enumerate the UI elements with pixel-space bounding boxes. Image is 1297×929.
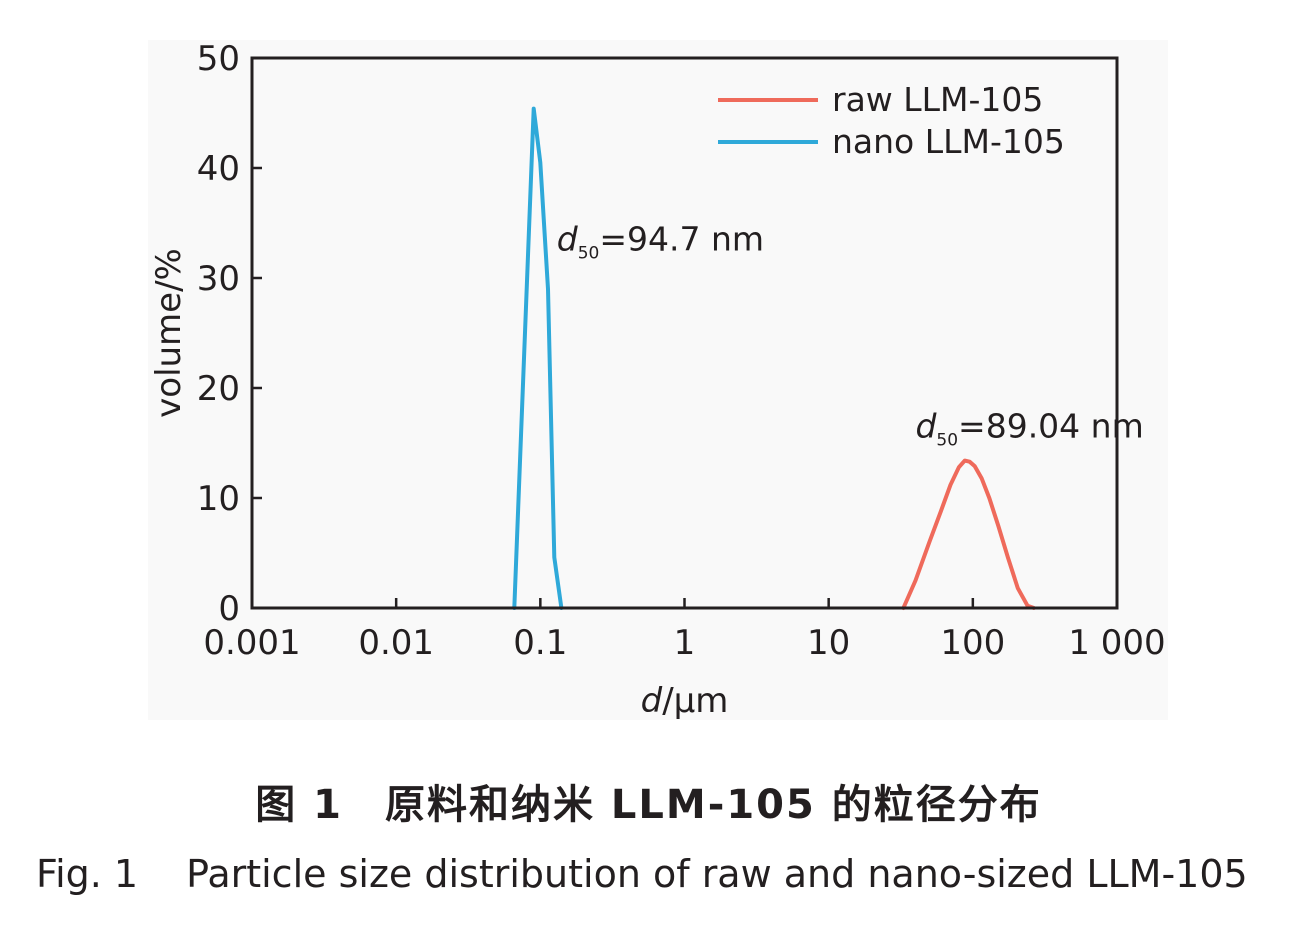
caption-english: Fig. 1 Particle size distribution of raw …	[36, 852, 1248, 896]
x-axis-title-variable: d	[641, 681, 663, 721]
y-axis-title: volume/%	[149, 248, 189, 418]
caption-figure-label: Fig. 1	[36, 852, 139, 896]
x-tick-label: 0.1	[513, 623, 567, 663]
d50-value: =94.7 nm	[599, 220, 764, 259]
particle-size-chart: 0 10 20 30 40 50 0.001 0.01 0.1 1 10 100 1 000 d/μm vo…	[149, 39, 1166, 721]
x-tick-label: 1 000	[1068, 623, 1165, 663]
y-tick-label: 20	[197, 369, 240, 409]
x-axis-title: d/μm	[641, 681, 729, 721]
x-tick-label: 0.01	[358, 623, 434, 663]
d50-variable: d	[557, 220, 579, 259]
d50-variable: d	[915, 407, 937, 446]
d50-value: =89.04 nm	[958, 407, 1144, 446]
d50-subscript: 50	[578, 244, 600, 264]
legend-label-raw: raw LLM-105	[832, 80, 1043, 119]
caption-chinese: 图 1 原料和纳米 LLM-105 的粒径分布	[255, 782, 1042, 828]
y-tick-label: 40	[197, 149, 240, 189]
y-tick-label: 10	[197, 479, 240, 519]
x-axis-title-unit: /μm	[662, 681, 728, 721]
legend-label-nano: nano LLM-105	[832, 122, 1065, 161]
series-line-raw	[901, 458, 1036, 610]
y-tick-label: 0	[218, 589, 240, 629]
y-tick-label: 30	[197, 259, 240, 299]
d50-annotation-raw: d50=89.04 nm	[915, 407, 1143, 451]
x-tick-label: 1	[674, 623, 696, 663]
caption-text: Particle size distribution of raw and na…	[186, 852, 1248, 896]
series-line-nano	[512, 106, 564, 610]
x-tick-label: 10	[807, 623, 850, 663]
d50-annotation-nano: d50=94.7 nm	[557, 220, 764, 264]
x-tick-label: 0.001	[203, 623, 300, 663]
y-tick-label: 50	[197, 39, 240, 79]
x-tick-label: 100	[940, 623, 1005, 663]
d50-subscript: 50	[936, 431, 958, 451]
